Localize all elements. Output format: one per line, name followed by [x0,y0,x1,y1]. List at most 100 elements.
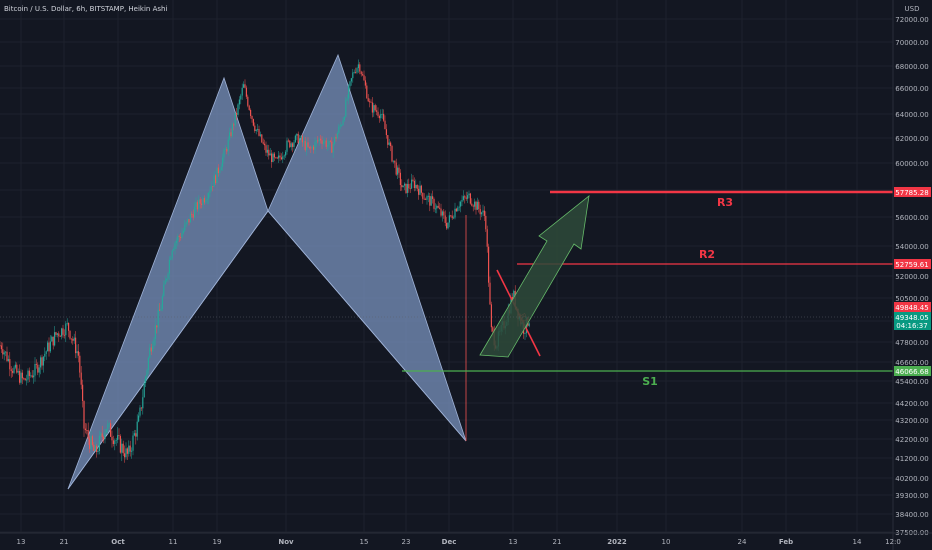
price-tick-label: 52000.00 [895,273,928,281]
candle-body [157,309,159,328]
time-axis[interactable]: 13 21 Oct 11 19 Nov 15 23 Dec 13 21 2022 10 24 Feb 14 12… [0,532,932,546]
candle-body [301,136,303,143]
candle-body [383,113,385,121]
candle-body [164,280,166,285]
level-label-r2: R2 [699,248,715,261]
candle-body [0,345,1,347]
candle-body [426,196,428,200]
candle-body [115,439,117,441]
candle-body [184,224,186,231]
candle-body [370,101,372,103]
candle-body [72,339,74,341]
candle-body [322,141,324,144]
candle-body [145,376,147,384]
candle-body [208,193,210,199]
candle-body [461,199,463,202]
candle-body [415,184,417,189]
candle-body [240,95,242,100]
candle-body [430,196,432,206]
candle-body [443,211,445,216]
candle-body [66,322,68,324]
time-tick-label: Oct [111,538,125,546]
candle-body [252,119,254,126]
candle-body [44,353,46,357]
candle-body [384,120,386,130]
candle-body [34,363,36,376]
candle-body [241,87,243,96]
candle-body [278,155,280,159]
level-label-s1: S1 [642,375,658,388]
price-tick-label: 47800.00 [895,339,928,347]
candle-body [371,102,373,113]
candle-body [402,185,404,188]
candle-body [490,304,492,328]
candle-body [394,160,396,163]
candle-body [79,355,81,373]
candle-body [327,144,329,147]
candle-body [307,142,309,147]
candle-body [465,197,467,199]
tag-current-price-bg [894,312,931,322]
candle-body [70,338,72,340]
candle-body [447,222,449,229]
candle-body [348,86,350,99]
candle-body [429,195,431,206]
candle-body [313,146,315,150]
candle-body [154,325,156,340]
candle-body [471,203,473,206]
candle-body [325,140,327,147]
candle-body [377,111,379,116]
price-tick-label: 45400.00 [895,378,928,386]
candle-body [462,196,464,200]
candle-body [168,259,170,274]
candle-body [107,424,109,430]
candle-body [524,333,526,334]
candle-body [63,334,65,336]
candle-body [343,116,345,121]
candle-body [217,167,219,174]
price-tick-label: 38400.00 [895,511,928,519]
candle-body [513,290,515,299]
candle-body [310,147,312,149]
candle-body [16,364,18,373]
candle-body [308,146,310,148]
candle-body [373,105,375,113]
candle-body [244,84,246,88]
candle-body [124,453,126,458]
candle-body [80,372,82,385]
candle-body [236,112,238,115]
candle-body [117,435,119,440]
candle-body [133,433,135,436]
time-tick-label: 23 [402,538,411,546]
candle-body [411,179,413,189]
candle-body [359,64,361,72]
price-tick-label: 39300.00 [895,492,928,500]
candle-body [170,258,172,260]
candle-body [416,184,418,189]
candle-body [94,445,96,451]
candle-body [331,141,333,153]
candle-body [181,233,183,238]
candle-body [68,322,70,331]
candle-body [350,78,352,82]
candle-body [238,99,240,105]
candle-body [324,140,326,142]
candle-body [413,180,415,189]
candle-body [362,74,364,76]
candle-body [35,363,37,365]
candle-body [446,222,448,229]
time-tick-label: 15 [360,538,369,546]
candle-body [257,129,259,130]
candle-body [338,126,340,133]
candle-body [455,208,457,212]
candle-body [297,133,299,144]
candle-body [90,436,92,449]
candle-body [213,175,215,187]
candle-body [159,309,161,311]
candle-body [397,167,399,175]
price-tick-label: 56000.00 [895,214,928,222]
candle-body [182,230,184,234]
candle-body [474,201,476,207]
candle-body [38,367,40,373]
